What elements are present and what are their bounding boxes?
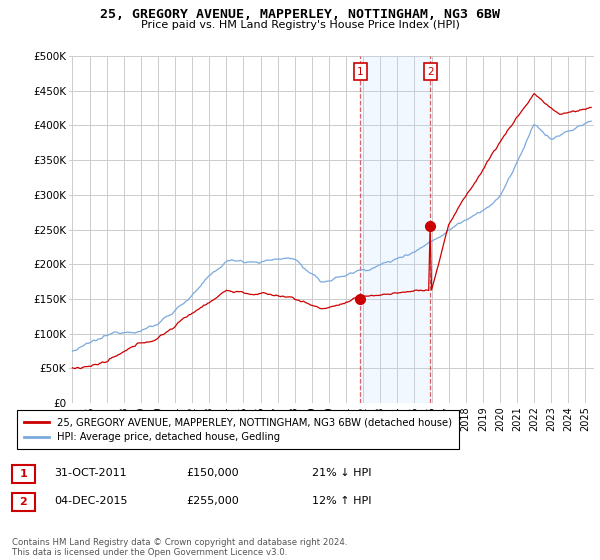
- Text: 2: 2: [427, 67, 433, 77]
- 25, GREGORY AVENUE, MAPPERLEY, NOTTINGHAM, NG3 6BW (detached house): [180, 315, 187, 321]
- Text: 21% ↓ HPI: 21% ↓ HPI: [312, 468, 371, 478]
- Text: 12% ↑ HPI: 12% ↑ HPI: [312, 496, 371, 506]
- HPI: Average price, detached house, Gedling: (2.02e+03, 3.47e+05): Average price, detached house, Gedling: …: [514, 159, 521, 166]
- HPI: Average price, detached house, Gedling: (2.03e+03, 4.06e+05): Average price, detached house, Gedling: …: [587, 118, 595, 124]
- 25, GREGORY AVENUE, MAPPERLEY, NOTTINGHAM, NG3 6BW (detached house): [515, 113, 522, 119]
- HPI: Average price, detached house, Gedling: (2e+03, 1.42e+05): Average price, detached house, Gedling: …: [179, 301, 186, 308]
- Line: HPI: Average price, detached house, Gedling: HPI: Average price, detached house, Gedl…: [73, 121, 591, 351]
- 25, GREGORY AVENUE, MAPPERLEY, NOTTINGHAM, NG3 6BW (detached house): [69, 365, 76, 371]
- HPI: Average price, detached house, Gedling: (2.02e+03, 3.91e+05): Average price, detached house, Gedling: …: [563, 128, 571, 135]
- Text: 04-DEC-2015: 04-DEC-2015: [54, 496, 128, 506]
- Text: £255,000: £255,000: [186, 496, 239, 506]
- Text: Price paid vs. HM Land Registry's House Price Index (HPI): Price paid vs. HM Land Registry's House …: [140, 20, 460, 30]
- HPI: Average price, detached house, Gedling: (2.01e+03, 2.07e+05): Average price, detached house, Gedling: …: [275, 256, 283, 263]
- HPI: Average price, detached house, Gedling: (2.01e+03, 2.08e+05): Average price, detached house, Gedling: …: [278, 256, 286, 263]
- Bar: [360, 56, 430, 403]
- 25, GREGORY AVENUE, MAPPERLEY, NOTTINGHAM, NG3 6BW (detached house): [280, 293, 287, 300]
- 25, GREGORY AVENUE, MAPPERLEY, NOTTINGHAM, NG3 6BW (detached house): [213, 295, 220, 301]
- Text: Contains HM Land Registry data © Crown copyright and database right 2024.
This d: Contains HM Land Registry data © Crown c…: [12, 538, 347, 557]
- Text: £150,000: £150,000: [186, 468, 239, 478]
- Text: 1: 1: [357, 67, 364, 77]
- 25, GREGORY AVENUE, MAPPERLEY, NOTTINGHAM, NG3 6BW (detached house): [77, 365, 85, 372]
- 25, GREGORY AVENUE, MAPPERLEY, NOTTINGHAM, NG3 6BW (detached house): [277, 293, 284, 300]
- Text: 1: 1: [20, 469, 27, 479]
- Line: 25, GREGORY AVENUE, MAPPERLEY, NOTTINGHAM, NG3 6BW (detached house): 25, GREGORY AVENUE, MAPPERLEY, NOTTINGHA…: [73, 94, 591, 368]
- HPI: Average price, detached house, Gedling: (2e+03, 7.48e+04): Average price, detached house, Gedling: …: [69, 348, 76, 354]
- 25, GREGORY AVENUE, MAPPERLEY, NOTTINGHAM, NG3 6BW (detached house): [530, 90, 538, 97]
- Legend: 25, GREGORY AVENUE, MAPPERLEY, NOTTINGHAM, NG3 6BW (detached house), HPI: Averag: 25, GREGORY AVENUE, MAPPERLEY, NOTTINGHA…: [17, 410, 459, 449]
- Text: 2: 2: [20, 497, 27, 507]
- HPI: Average price, detached house, Gedling: (2e+03, 1.9e+05): Average price, detached house, Gedling: …: [211, 268, 218, 275]
- 25, GREGORY AVENUE, MAPPERLEY, NOTTINGHAM, NG3 6BW (detached house): [587, 104, 595, 111]
- 25, GREGORY AVENUE, MAPPERLEY, NOTTINGHAM, NG3 6BW (detached house): [566, 109, 574, 115]
- Text: 31-OCT-2011: 31-OCT-2011: [54, 468, 127, 478]
- Text: 25, GREGORY AVENUE, MAPPERLEY, NOTTINGHAM, NG3 6BW: 25, GREGORY AVENUE, MAPPERLEY, NOTTINGHA…: [100, 8, 500, 21]
